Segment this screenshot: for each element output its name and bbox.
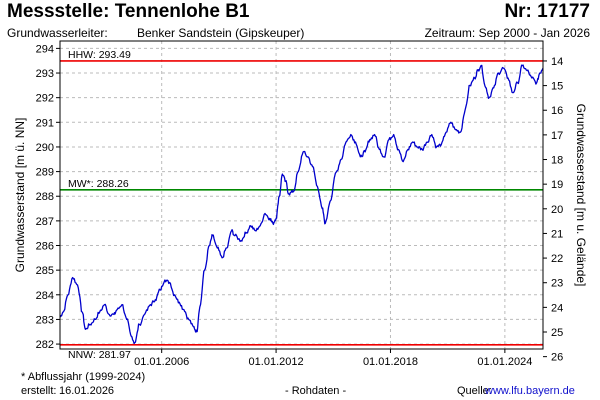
y2-tick-label: 25 (551, 327, 563, 339)
period-label: Zeitraum: Sep 2000 - Jan 2026 (424, 26, 590, 40)
y2-tick-label: 21 (551, 228, 563, 240)
plot-frame (59, 40, 544, 350)
y2-tick-label: 20 (551, 204, 563, 216)
y-tick-label: 293 (36, 68, 54, 80)
y2-tick-label: 24 (551, 302, 563, 314)
y-tick-label: 290 (36, 142, 54, 154)
y2-tick-label: 23 (551, 278, 563, 290)
x-tick-label: 01.01.2024 (477, 356, 532, 368)
footnote: * Abflussjahr (1999-2024) (21, 371, 146, 383)
y-tick-label: 286 (36, 241, 54, 253)
y-tick-label: 287 (36, 216, 54, 228)
y-tick-label: 292 (36, 93, 54, 105)
y2-tick-label: 15 (551, 81, 563, 93)
y2-tick-label: 19 (551, 179, 563, 191)
y2-tick-label: 26 (551, 352, 563, 364)
y2-tick-label: 17 (551, 130, 563, 142)
y2-tick-label: 18 (551, 155, 563, 167)
aquifer-label: Grundwasserleiter: (7, 26, 108, 40)
station-number: Nr: 17177 (504, 1, 590, 22)
x-tick-label: 01.01.2018 (363, 356, 418, 368)
y-tick-label: 282 (36, 339, 54, 351)
plot-area (60, 41, 543, 349)
y-tick-label: 283 (36, 314, 54, 326)
created-date: 16.01.2026 (59, 385, 115, 397)
aquifer-value: Benker Sandstein (Gipskeuper) (137, 26, 305, 40)
y2-tick-label: 22 (551, 253, 563, 265)
data-type-label: - Rohdaten - (285, 385, 347, 397)
y2-tick-label: 16 (551, 105, 563, 117)
y2-tick-label: 14 (551, 56, 563, 68)
reference-label: NNW: 281.97 (68, 349, 131, 361)
y-tick-label: 284 (36, 290, 54, 302)
y-tick-label: 294 (36, 43, 54, 55)
reference-label: HHW: 293.49 (68, 49, 131, 61)
page-title: Messstelle: Tennenlohe B1 (7, 1, 250, 22)
x-tick-label: 01.01.2012 (249, 356, 304, 368)
y-tick-label: 285 (36, 265, 54, 277)
y-tick-label: 289 (36, 167, 54, 179)
reference-label: MW*: 288.26 (68, 178, 129, 190)
series-line (59, 64, 544, 345)
x-tick-label: 01.01.2006 (134, 356, 189, 368)
created-label: erstellt: (21, 385, 57, 397)
y-tick-label: 288 (36, 191, 54, 203)
source-label: Quelle: (457, 385, 492, 397)
y-axis-label: Grundwasserstand [m ü. NN] (13, 118, 27, 273)
y-tick-label: 291 (36, 117, 54, 129)
y2-axis-label: Grundwasserstand [m u. Gelände] (574, 104, 588, 287)
source-link[interactable]: www.lfu.bayern.de (485, 385, 575, 397)
